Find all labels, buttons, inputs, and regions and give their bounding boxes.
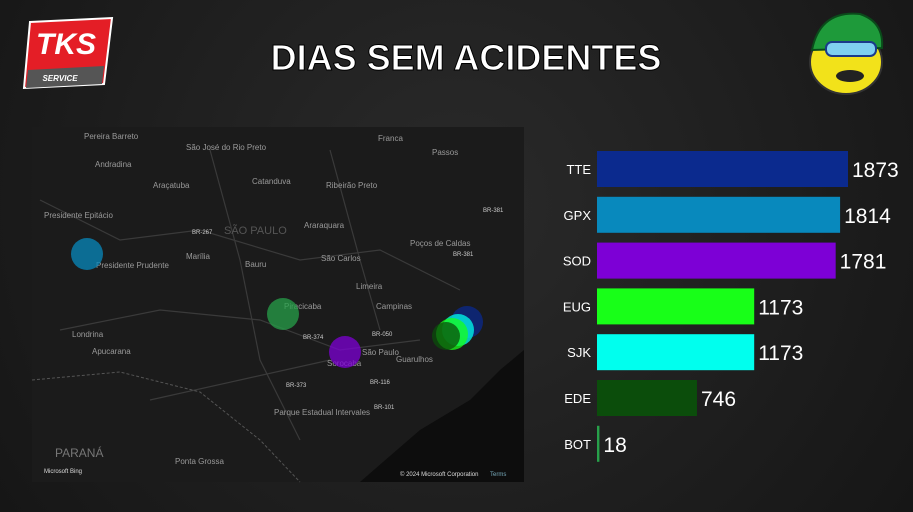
map-label: São Paulo: [362, 348, 399, 357]
map-label: Londrina: [72, 330, 104, 339]
map-label: Campinas: [376, 302, 412, 311]
bar: [597, 151, 848, 187]
map-label: SÃO PAULO: [224, 224, 287, 237]
map-label: Apucarana: [92, 347, 131, 356]
bar: [597, 425, 600, 462]
value-label: 1781: [840, 251, 887, 274]
value-label: 746: [701, 388, 736, 411]
road-label: BR-101: [374, 405, 395, 411]
road-label: BR-381: [453, 252, 474, 258]
road-label: BR-050: [372, 332, 393, 338]
map-marker[interactable]: [329, 336, 361, 368]
map-attribution: © 2024 Microsoft Corporation: [400, 471, 478, 478]
bar: [597, 334, 755, 371]
category-label: GPX: [564, 208, 592, 223]
category-label: EUG: [563, 299, 591, 314]
category-label: EDE: [564, 391, 591, 406]
map-labels: Pereira Barreto Andradina São José do Ri…: [44, 132, 470, 466]
category-label: TTE: [566, 162, 591, 177]
map-label: São José do Rio Preto: [186, 143, 267, 152]
page-title: DIAS SEM ACIDENTES: [271, 37, 662, 78]
map-marker[interactable]: [432, 322, 460, 350]
map-label: Araraquara: [304, 221, 345, 230]
map-label: Limeira: [356, 282, 383, 291]
map-label: Ribeirão Preto: [326, 181, 378, 190]
logo: TKS SERVICE: [22, 16, 114, 90]
map-label: Bauru: [245, 260, 266, 269]
category-label: SOD: [563, 254, 591, 269]
road-label: BR-373: [286, 383, 307, 389]
map-label: Pereira Barreto: [84, 132, 139, 141]
bar: [597, 242, 836, 279]
map-label: Presidente Prudente: [96, 261, 169, 270]
map-label: Presidente Epitácio: [44, 211, 113, 220]
road-label: BR-116: [370, 380, 391, 386]
map-label: Piracicaba: [284, 302, 322, 311]
map-label: Poços de Caldas: [410, 239, 470, 248]
mascot: [809, 12, 884, 95]
bar: [597, 380, 697, 416]
road-label: BR-374: [303, 335, 324, 341]
map-terms[interactable]: Terms: [490, 472, 506, 478]
map-label: Ponta Grossa: [175, 457, 224, 466]
map-label: Passos: [432, 148, 458, 157]
map-label: Franca: [378, 134, 403, 143]
map-label: Andradina: [95, 160, 132, 169]
bar-chart: TTE 1873 GPX 1814 SOD 1781 EUG 1173 SJK 1173 EDE 74…: [563, 151, 899, 462]
map-label: São Carlos: [321, 254, 361, 263]
road-label: BR-381: [483, 208, 504, 214]
map-label: Araçatuba: [153, 181, 190, 190]
road-labels: BR-267 BR-381 BR-381 BR-374 BR-050 BR-37…: [192, 208, 504, 411]
category-label: SJK: [567, 345, 591, 360]
bar: [597, 196, 841, 233]
map-markers: [71, 238, 483, 368]
logo-sub: SERVICE: [42, 74, 78, 83]
map: Pereira Barreto Andradina São José do Ri…: [31, 127, 524, 483]
logo-text: TKS: [36, 28, 96, 61]
map-marker[interactable]: [267, 298, 299, 330]
value-label: 1173: [758, 342, 803, 365]
map-provider: Microsoft Bing: [44, 469, 82, 475]
value-label: 18: [603, 434, 626, 457]
map-label: Marília: [186, 252, 211, 261]
map-label: Guarulhos: [396, 355, 433, 364]
map-label: Parque Estadual Intervales: [274, 408, 370, 417]
category-label: BOT: [564, 437, 591, 452]
value-label: 1173: [758, 296, 803, 319]
value-label: 1814: [844, 205, 891, 228]
road-label: BR-267: [192, 230, 213, 236]
map-marker[interactable]: [71, 238, 103, 270]
map-label: PARANÁ: [55, 445, 103, 460]
value-label: 1873: [852, 159, 899, 182]
bar: [597, 288, 755, 325]
map-label: Catanduva: [252, 177, 291, 186]
